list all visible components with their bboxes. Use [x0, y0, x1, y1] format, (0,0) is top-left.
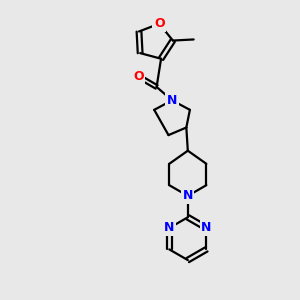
Text: N: N [167, 94, 177, 107]
Text: N: N [164, 221, 175, 235]
Text: N: N [183, 189, 193, 203]
Text: O: O [133, 70, 144, 83]
Text: N: N [201, 221, 212, 235]
Text: O: O [154, 17, 164, 30]
